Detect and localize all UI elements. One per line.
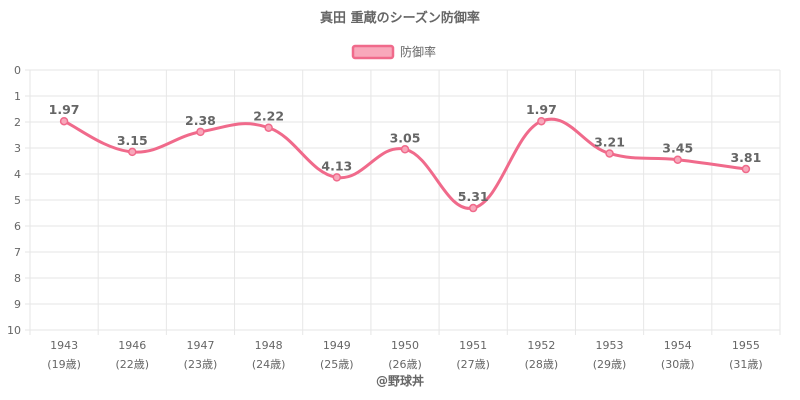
- data-label: 1.97: [49, 102, 80, 117]
- credit-text: @野球丼: [376, 373, 424, 388]
- data-label: 4.13: [321, 158, 352, 173]
- x-tick-sublabel: (24歳): [252, 358, 286, 371]
- x-tick-sublabel: (27歳): [456, 358, 490, 371]
- y-tick-label: 9: [14, 298, 21, 311]
- data-labels: 1.97 3.15 2.38 2.22 4.13 3.05 5.31 1.97 3.21 3.45…: [49, 102, 762, 204]
- data-point: [605, 149, 614, 158]
- chart-title: 真田 重蔵のシーズン防御率: [320, 10, 480, 26]
- x-tick-label: 1954: [664, 339, 692, 352]
- x-tick-label: 1953: [596, 339, 624, 352]
- y-tick-label: 10: [7, 324, 21, 337]
- x-tick-sublabel: (31歳): [729, 358, 763, 371]
- y-axis: 0 1 2 3 4 5 6 7 8 9 10: [7, 64, 21, 337]
- series-line: [62, 117, 748, 210]
- data-label: 3.15: [117, 133, 148, 148]
- data-point: [59, 116, 69, 126]
- x-tick-sublabel: (25歳): [320, 358, 354, 371]
- x-tick-label: 1948: [255, 339, 283, 352]
- data-label: 3.81: [730, 150, 761, 165]
- x-axis: 1943 (19歳) 1946 (22歳) 1947 (23歳) 1948 (24歳) 1949…: [47, 339, 762, 371]
- legend-swatch: [351, 44, 395, 60]
- data-point: [128, 147, 137, 157]
- data-label: 1.97: [526, 102, 557, 117]
- x-tick-sublabel: (29歳): [593, 358, 627, 371]
- y-tick-label: 7: [14, 246, 21, 259]
- x-tick-sublabel: (30歳): [661, 358, 695, 371]
- x-tick-sublabel: (23歳): [184, 358, 218, 371]
- x-tick-sublabel: (26歳): [388, 358, 422, 371]
- data-point: [264, 123, 273, 132]
- y-tick-label: 3: [14, 142, 21, 155]
- grid: [25, 69, 781, 335]
- x-tick-label: 1949: [323, 339, 351, 352]
- data-label: 3.21: [594, 134, 625, 149]
- y-tick-label: 1: [14, 90, 21, 103]
- y-tick-label: 2: [14, 116, 21, 129]
- data-label: 5.31: [458, 189, 489, 204]
- y-tick-label: 0: [14, 64, 21, 77]
- x-tick-label: 1950: [391, 339, 419, 352]
- data-point: [332, 173, 342, 182]
- data-label: 2.22: [253, 109, 284, 124]
- y-tick-label: 4: [14, 168, 21, 181]
- legend[interactable]: 防御率: [351, 44, 436, 60]
- x-tick-label: 1947: [186, 339, 214, 352]
- series-era: [59, 116, 751, 213]
- y-tick-label: 6: [14, 220, 21, 233]
- x-tick-label: 1946: [118, 339, 146, 352]
- y-tick-label: 5: [14, 194, 21, 207]
- x-tick-sublabel: (22歳): [115, 358, 149, 371]
- data-point: [673, 155, 682, 164]
- data-label: 3.45: [662, 141, 693, 156]
- data-point: [468, 203, 478, 213]
- data-point: [537, 116, 546, 126]
- legend-label: 防御率: [400, 44, 436, 59]
- data-point: [400, 145, 410, 154]
- x-tick-sublabel: (19歳): [47, 358, 81, 371]
- data-label: 3.05: [390, 130, 421, 145]
- y-tick-label: 8: [14, 272, 21, 285]
- x-tick-label: 1943: [50, 339, 78, 352]
- x-tick-sublabel: (28歳): [525, 358, 559, 371]
- x-tick-label: 1952: [527, 339, 555, 352]
- data-label: 2.38: [185, 113, 216, 128]
- data-point: [741, 164, 751, 174]
- x-tick-label: 1955: [732, 339, 760, 352]
- data-point: [196, 127, 205, 137]
- x-tick-label: 1951: [459, 339, 487, 352]
